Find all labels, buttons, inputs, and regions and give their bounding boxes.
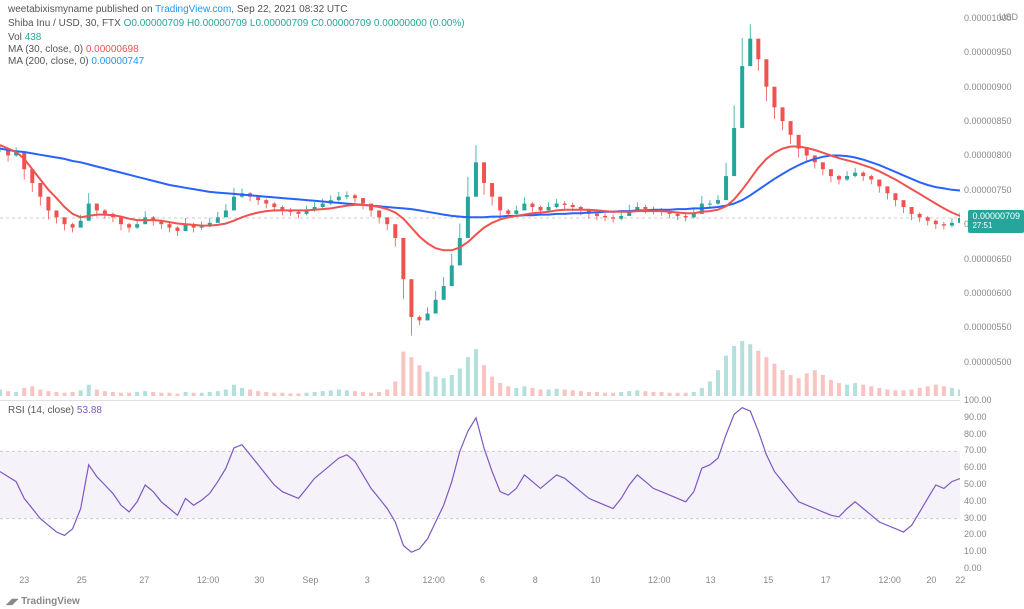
rsi-tick: 20.00: [964, 529, 987, 539]
x-tick: 13: [706, 575, 716, 585]
price-tick: 0.00000900: [964, 82, 1012, 92]
price-y-axis[interactable]: USD 0.000010000.000009500.000009000.0000…: [960, 18, 1024, 396]
rsi-y-axis[interactable]: 100.0090.0080.0070.0060.0050.0040.0030.0…: [960, 400, 1024, 568]
x-axis[interactable]: 23 25 27 12:00 30 Sep 3 12:00 6 8 10 12:00 13 15 17 12:…: [0, 575, 960, 589]
rsi-tick: 60.00: [964, 462, 987, 472]
x-tick: 17: [821, 575, 831, 585]
x-tick: 6: [480, 575, 485, 585]
site-link[interactable]: TradingView.com: [155, 4, 231, 15]
rsi-pane[interactable]: RSI (14, close) 53.88: [0, 400, 960, 568]
x-tick: 20: [926, 575, 936, 585]
rsi-tick: 10.00: [964, 546, 987, 556]
rsi-tick: 0.00: [964, 563, 982, 573]
x-tick: 12:00: [648, 575, 671, 585]
price-tick: 0.00000750: [964, 185, 1012, 195]
rsi-tick: 40.00: [964, 496, 987, 506]
price-chart: [0, 18, 960, 396]
chart-container: weetabixismyname published on TradingVie…: [0, 0, 1024, 609]
publish-header: weetabixismyname published on TradingVie…: [8, 4, 347, 15]
price-pane[interactable]: [0, 18, 960, 396]
x-tick: 23: [19, 575, 29, 585]
price-tick: 0.00000550: [964, 322, 1012, 332]
price-tick: 0.00001000: [964, 13, 1012, 23]
x-tick: 22: [955, 575, 965, 585]
price-tick: 0.00000650: [964, 254, 1012, 264]
x-tick: 10: [590, 575, 600, 585]
pub-text: published on: [93, 4, 155, 15]
x-tick: 8: [533, 575, 538, 585]
tradingview-brand: ◢◤ TradingView: [6, 596, 80, 607]
price-tick: 0.00000500: [964, 357, 1012, 367]
x-tick: 3: [365, 575, 370, 585]
x-tick: 12:00: [878, 575, 901, 585]
author: weetabixismyname: [8, 4, 93, 15]
rsi-tick: 30.00: [964, 513, 987, 523]
rsi-chart: [0, 401, 960, 569]
current-price-label: 0.00000709 27:51: [968, 210, 1024, 233]
rsi-tick: 70.00: [964, 445, 987, 455]
price-tick: 0.00000950: [964, 47, 1012, 57]
x-tick: 25: [77, 575, 87, 585]
x-tick: 15: [763, 575, 773, 585]
rsi-tick: 100.00: [964, 395, 992, 405]
price-tick: 0.00000600: [964, 288, 1012, 298]
rsi-tick: 50.00: [964, 479, 987, 489]
price-tick: 0.00000850: [964, 116, 1012, 126]
pub-date: , Sep 22, 2021 08:32 UTC: [231, 4, 347, 15]
x-tick: 12:00: [422, 575, 445, 585]
x-tick: 30: [254, 575, 264, 585]
x-tick: 27: [139, 575, 149, 585]
x-tick: 12:00: [197, 575, 220, 585]
rsi-tick: 90.00: [964, 412, 987, 422]
price-tick: 0.00000800: [964, 150, 1012, 160]
x-tick: Sep: [302, 575, 318, 585]
rsi-tick: 80.00: [964, 429, 987, 439]
